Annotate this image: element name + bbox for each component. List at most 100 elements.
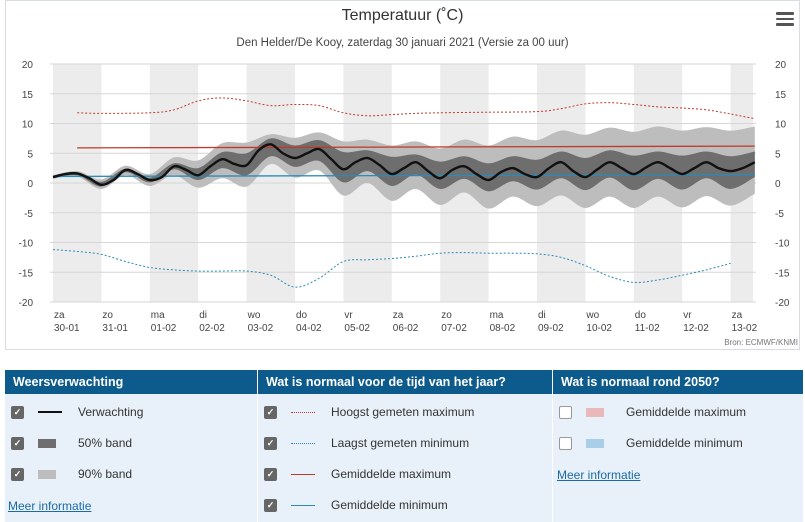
y-tick-label-right: -10: [775, 239, 790, 250]
forecast-line-symbol: [38, 407, 62, 418]
chart-subtitle: Den Helder/De Kooy, zaterdag 30 januari …: [236, 37, 569, 49]
x-tick-date: 07-02: [441, 323, 467, 334]
legend-label-band50: 50% band: [78, 436, 133, 450]
x-tick-day: do: [296, 310, 308, 321]
legend-item-2050-max[interactable]: Gemiddelde maximum: [553, 402, 746, 422]
x-tick-day: ma: [490, 310, 504, 321]
x-tick-day: di: [538, 310, 546, 321]
band-50-area: [53, 138, 755, 192]
2050-min-symbol: [586, 438, 610, 449]
legend-item-band50[interactable]: 50% band: [5, 433, 132, 453]
checkbox-lowest-min[interactable]: [264, 436, 277, 450]
lowest-min-symbol: [291, 438, 315, 449]
chart-title: Temperatuur (˚C): [341, 7, 464, 24]
x-tick-date: 04-02: [296, 323, 322, 334]
checkbox-2050-max[interactable]: [559, 405, 572, 419]
legend-label-forecast: Verwachting: [78, 405, 144, 419]
avg-min-symbol: [291, 500, 315, 511]
x-tick-day: za: [393, 310, 404, 321]
x-tick-date: 06-02: [393, 323, 419, 334]
x-tick-day: wo: [585, 310, 599, 321]
x-tick-date: 03-02: [248, 323, 274, 334]
legend-label-2050-max: Gemiddelde maximum: [626, 405, 747, 419]
x-tick-day: zo: [102, 310, 113, 321]
legend-label-band90: 90% band: [78, 467, 133, 481]
x-tick-date: 08-02: [490, 323, 516, 334]
y-tick-label-right: 0: [775, 179, 781, 190]
legend-divider: [552, 370, 553, 522]
x-tick-day: wo: [247, 310, 261, 321]
x-tick-day: vr: [344, 310, 353, 321]
x-tick-date: 31-01: [102, 323, 128, 334]
legend-label-lowest-min: Laagst gemeten minimum: [331, 436, 470, 450]
x-tick-date: 11-02: [635, 323, 660, 334]
checkbox-band50[interactable]: [11, 436, 24, 450]
x-tick-date: 30-01: [54, 323, 80, 334]
temperature-plot: 20 20 15 15 10 10 5 5 0 0 -5 -5 -10 -10 -15 -15 -20 -20 za…: [19, 60, 790, 334]
y-tick-label-left: 20: [22, 60, 34, 71]
checkbox-2050-min[interactable]: [559, 436, 572, 450]
highest-max-line: [77, 97, 755, 120]
legend-normal-column: Wat is normaal voor de tijd van het jaar…: [258, 370, 552, 522]
y-tick-label-left: -10: [19, 239, 34, 250]
more-info-link-forecast[interactable]: Meer informatie: [8, 499, 92, 513]
legend-label-avg-max: Gemiddelde maximum: [331, 467, 452, 481]
legend-label-2050-min: Gemiddelde minimum: [626, 436, 743, 450]
checkbox-highest-max[interactable]: [264, 405, 277, 419]
y-tick-label-right: 20: [775, 60, 787, 71]
x-tick-date: 12-02: [683, 323, 709, 334]
y-tick-label-left: 5: [27, 149, 33, 160]
x-tick-date: 13-02: [732, 323, 758, 334]
y-tick-label-right: 15: [775, 90, 787, 101]
x-tick-date: 09-02: [538, 323, 564, 334]
avg-max-symbol: [291, 469, 315, 480]
band50-symbol: [38, 438, 62, 449]
legend-label-avg-min: Gemiddelde minimum: [331, 498, 448, 512]
x-tick-day: ma: [151, 310, 165, 321]
y-tick-label-right: 5: [775, 149, 781, 160]
avg-max-line: [77, 145, 755, 149]
legend-panel: Weersverwachting Verwachting 50% band 90…: [5, 370, 803, 522]
x-tick-day: za: [732, 310, 743, 321]
x-tick-day: do: [635, 310, 647, 321]
hamburger-menu-icon[interactable]: [776, 12, 794, 26]
y-tick-label-left: 10: [22, 120, 34, 131]
legend-item-highest-max[interactable]: Hoogst gemeten maximum: [258, 402, 474, 422]
legend-item-lowest-min[interactable]: Laagst gemeten minimum: [258, 433, 469, 453]
legend-item-2050-min[interactable]: Gemiddelde minimum: [553, 433, 743, 453]
legend-2050-column: Wat is normaal rond 2050? Gemiddelde max…: [553, 370, 803, 522]
checkbox-band90[interactable]: [11, 467, 24, 481]
x-tick-day: za: [54, 310, 65, 321]
x-tick-date: 01-02: [151, 323, 177, 334]
x-tick-date: 10-02: [586, 323, 612, 334]
y-tick-label-left: 15: [22, 90, 34, 101]
y-tick-label-right: -20: [775, 298, 790, 309]
2050-max-symbol: [586, 407, 610, 418]
lowest-min-line: [52, 249, 731, 288]
legend-forecast-column: Weersverwachting Verwachting 50% band 90…: [5, 370, 257, 522]
y-tick-label-right: -5: [775, 209, 784, 220]
legend-normal-title: Wat is normaal voor de tijd van het jaar…: [258, 370, 552, 394]
legend-divider: [257, 370, 258, 522]
y-tick-label-left: -15: [19, 268, 34, 279]
checkbox-avg-min[interactable]: [264, 498, 277, 512]
y-tick-label-left: -5: [24, 209, 33, 220]
legend-item-forecast[interactable]: Verwachting: [5, 402, 143, 422]
x-tick-day: di: [199, 310, 207, 321]
highest-max-symbol: [291, 407, 315, 418]
legend-2050-title: Wat is normaal rond 2050?: [553, 370, 803, 394]
legend-item-avg-min[interactable]: Gemiddelde minimum: [258, 495, 448, 515]
legend-item-band90[interactable]: 90% band: [5, 464, 132, 484]
avg-min-line: [52, 174, 755, 178]
x-tick-date: 05-02: [344, 323, 370, 334]
checkbox-avg-max[interactable]: [264, 467, 277, 481]
x-tick-date: 02-02: [199, 323, 225, 334]
legend-forecast-title: Weersverwachting: [5, 370, 257, 394]
forecast-line: [52, 143, 756, 186]
y-tick-label-left: -20: [19, 298, 34, 309]
source-credit: Bron: ECMWF/KNMI: [724, 338, 798, 347]
x-tick-day: zo: [441, 310, 452, 321]
legend-item-avg-max[interactable]: Gemiddelde maximum: [258, 464, 451, 484]
more-info-link-2050[interactable]: Meer informatie: [557, 468, 641, 482]
checkbox-forecast[interactable]: [11, 405, 24, 419]
